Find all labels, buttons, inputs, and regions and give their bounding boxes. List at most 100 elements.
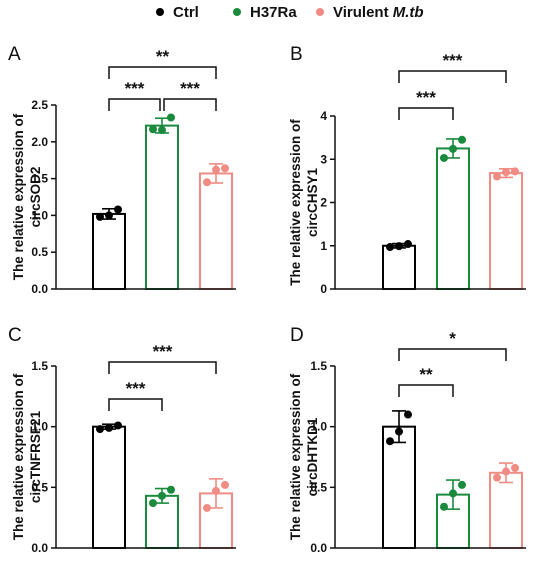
legend-label-text: H37Ra bbox=[250, 4, 297, 21]
legend-marker-2 bbox=[316, 8, 324, 16]
significance-label: *** bbox=[125, 79, 145, 98]
bar-0 bbox=[92, 212, 126, 290]
bar-1 bbox=[436, 147, 470, 290]
significance-label: *** bbox=[416, 88, 436, 107]
data-point bbox=[167, 485, 175, 494]
data-point bbox=[114, 421, 122, 430]
y-axis-label-line: The relative expression of bbox=[11, 373, 26, 540]
y-axis-label-line: The relative expression of bbox=[288, 119, 303, 286]
y-tick-label: 0.5 bbox=[31, 245, 48, 259]
y-tick-label: 1.0 bbox=[31, 420, 48, 434]
panel-letter: B bbox=[290, 44, 303, 65]
data-point bbox=[458, 480, 466, 489]
data-point bbox=[386, 437, 394, 446]
y-tick-label: 2 bbox=[320, 196, 327, 210]
y-axis-label-line: circCHSY1 bbox=[305, 167, 320, 237]
data-point bbox=[395, 242, 403, 251]
legend-label-italic: M.tb bbox=[393, 4, 424, 21]
data-point bbox=[96, 425, 104, 434]
legend-label-1: H37Ra bbox=[250, 4, 297, 21]
y-tick-label: 1.0 bbox=[310, 420, 327, 434]
significance-bracket bbox=[398, 107, 454, 120]
y-axis-label: The relative expression of circTNFRSF21 bbox=[11, 373, 43, 540]
y-axis-label: The relative expression of circSOD2 bbox=[11, 113, 43, 280]
legend-label-text: Ctrl bbox=[173, 4, 199, 21]
legend: Ctrl H37Ra Virulent M.tb bbox=[156, 4, 424, 21]
significance-bracket bbox=[163, 98, 217, 111]
data-point bbox=[96, 212, 104, 221]
y-axis-label: The relative expression of circDHTKD1 bbox=[288, 373, 320, 540]
data-point bbox=[449, 489, 457, 498]
significance-label: ** bbox=[156, 47, 170, 66]
y-tick-label: 0.0 bbox=[310, 541, 327, 555]
y-tick-label: 1.5 bbox=[31, 172, 48, 186]
y-axis-label-line: circDHTKD1 bbox=[305, 417, 320, 496]
bar-0 bbox=[92, 425, 126, 549]
significance-bracket bbox=[108, 398, 163, 411]
y-axis-label-line: The relative expression of bbox=[11, 113, 26, 280]
data-point bbox=[493, 172, 501, 181]
data-point bbox=[395, 427, 403, 436]
y-tick-label: 1.0 bbox=[31, 208, 48, 222]
y-axis-label: The relative expression of circCHSY1 bbox=[288, 119, 320, 286]
data-point bbox=[221, 480, 229, 489]
significance-bracket bbox=[108, 361, 217, 374]
y-axis-label-line: circTNFRSF21 bbox=[28, 410, 43, 503]
significance-label: * bbox=[449, 329, 456, 348]
bar-2 bbox=[489, 172, 523, 290]
data-point bbox=[440, 153, 448, 162]
y-tick-label: 1.5 bbox=[310, 359, 327, 373]
y-tick-label: 2.0 bbox=[31, 135, 48, 149]
bar-2 bbox=[489, 471, 523, 550]
bar-0 bbox=[382, 425, 416, 549]
data-point bbox=[511, 167, 519, 176]
legend-label-2: Virulent M.tb bbox=[333, 4, 424, 21]
data-point bbox=[105, 211, 113, 220]
data-point bbox=[212, 486, 220, 495]
y-axis-label-line: The relative expression of bbox=[288, 373, 303, 540]
data-point bbox=[449, 144, 457, 153]
y-tick-label: 0.0 bbox=[31, 541, 48, 555]
significance-bracket bbox=[398, 348, 507, 361]
data-point bbox=[386, 243, 394, 252]
y-axis-label-line: circSOD2 bbox=[28, 167, 43, 228]
data-point bbox=[105, 423, 113, 432]
significance-bracket bbox=[108, 98, 161, 111]
bar-2 bbox=[199, 172, 233, 290]
data-point bbox=[149, 499, 157, 508]
panel-a: A The relative expression of circSOD2 0.0 0.… bbox=[8, 44, 236, 296]
data-point bbox=[158, 491, 166, 500]
bar-1 bbox=[145, 124, 179, 290]
data-point bbox=[404, 240, 412, 249]
data-point bbox=[158, 126, 166, 135]
significance-bracket bbox=[108, 66, 217, 79]
legend-label-0: Ctrl bbox=[173, 4, 199, 21]
data-point bbox=[458, 135, 466, 144]
significance-label: *** bbox=[126, 379, 146, 398]
data-point bbox=[221, 164, 229, 173]
data-point bbox=[212, 165, 220, 174]
data-point bbox=[493, 473, 501, 482]
y-tick-label: 2.5 bbox=[31, 98, 48, 112]
y-tick-label: 1.5 bbox=[31, 359, 48, 373]
data-point bbox=[203, 178, 211, 187]
panel-letter: A bbox=[8, 44, 21, 65]
y-tick-label: 1 bbox=[320, 239, 327, 253]
bar-0 bbox=[382, 244, 416, 290]
legend-marker-1 bbox=[233, 8, 241, 16]
y-tick-label: 0.5 bbox=[310, 480, 327, 494]
panel-letter: D bbox=[290, 325, 304, 346]
legend-marker-0 bbox=[156, 8, 164, 16]
data-point bbox=[440, 502, 448, 511]
significance-label: *** bbox=[443, 51, 463, 70]
data-point bbox=[502, 467, 510, 476]
data-point bbox=[203, 503, 211, 512]
significance-label: ** bbox=[419, 365, 433, 384]
significance-label: *** bbox=[153, 342, 173, 361]
y-tick-label: 0.5 bbox=[31, 480, 48, 494]
legend-label-text: Virulent bbox=[333, 4, 393, 21]
